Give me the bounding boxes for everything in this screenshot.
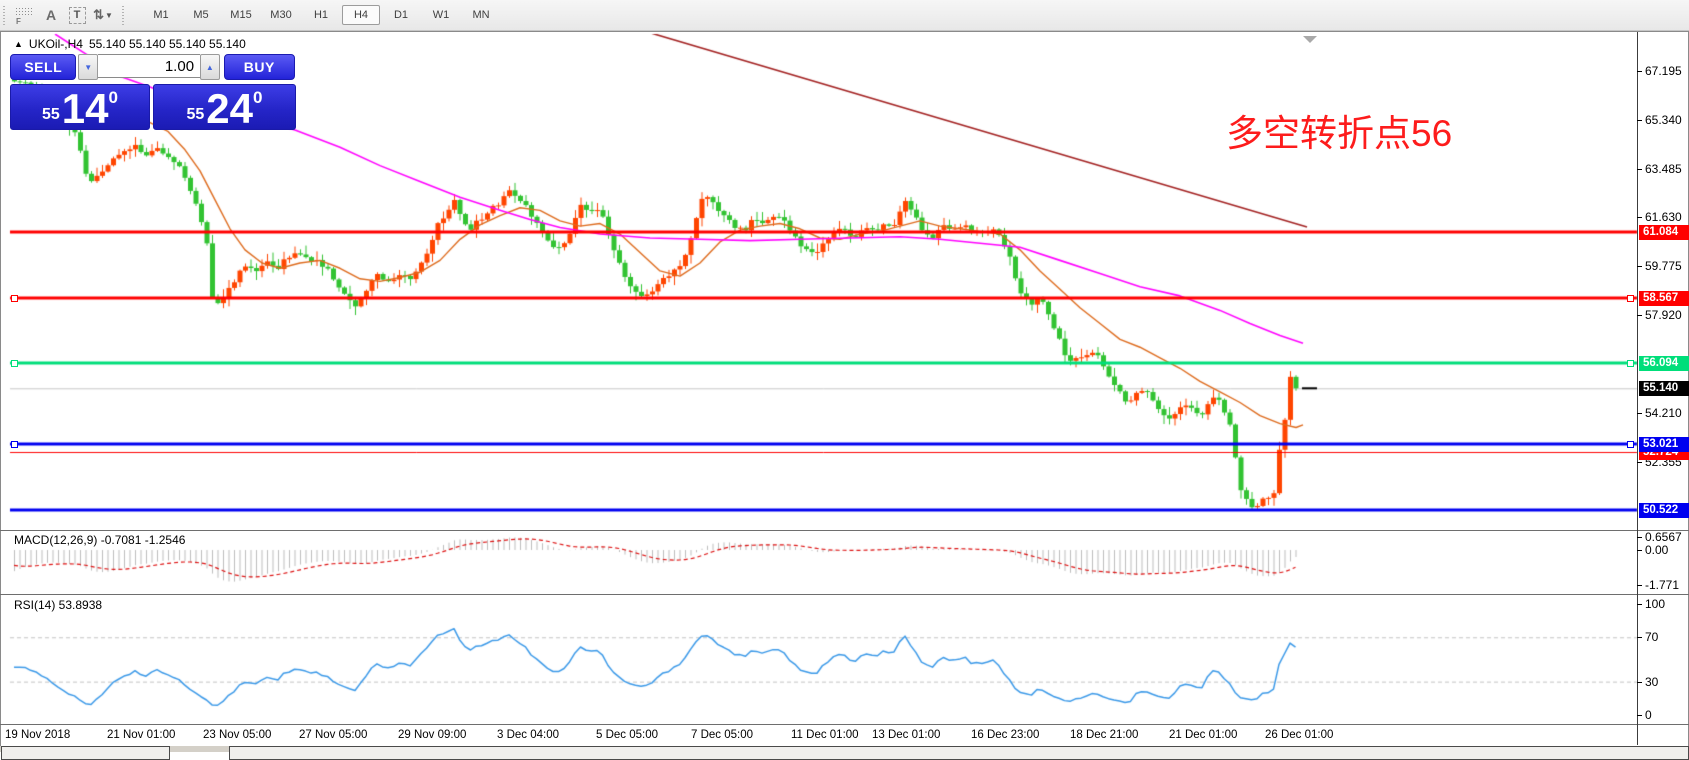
arrange-arrows-icon[interactable]: ⇅ ▼ [93,7,113,22]
panel-separator[interactable] [0,724,1689,725]
sell-price[interactable]: 55 14 0 [10,84,150,130]
bottom-tab-strip [0,746,1689,760]
time-label: 16 Dec 23:00 [971,729,1040,741]
annotation-text: 多空转折点56 [1226,113,1453,154]
macd-tick-label: 0.6567 [1645,530,1682,544]
macd-tick-label: 0.00 [1645,543,1669,557]
price-tick-label: 59.775 [1645,259,1682,273]
tf-button-M15[interactable]: M15 [230,9,252,21]
timeframe-toolbar: M1 M5 M15 M30 H1 H4 D1 W1 MN [141,5,501,25]
axis-tick-mark [1637,550,1642,551]
buy-price[interactable]: 55 24 0 [153,84,296,130]
price-tick-label: 54.210 [1645,406,1682,420]
axis-tick-mark [1637,585,1642,586]
symbol-name: UKOil-,H4 [28,37,83,51]
tf-button-H1[interactable]: H1 [313,9,329,21]
axis-tick-mark [1637,71,1642,72]
rsi-tick-label: 0 [1645,708,1652,722]
axis-tick-mark [1637,537,1642,538]
axis-tick-mark [1637,217,1642,218]
price-tick-label: 63.485 [1645,162,1682,176]
price-tick-label: 67.195 [1645,64,1682,78]
price-tick-label: 57.920 [1645,308,1682,322]
tf-button-H4[interactable]: H4 [342,5,380,25]
sell-button[interactable]: SELL [10,54,77,80]
toolbar: F A T ⇅ ▼ M1 M5 M15 M30 H1 H4 D1 W1 MN [0,0,1689,31]
current-price-badge: 55.140 [1639,380,1689,396]
time-label: 7 Dec 05:00 [691,729,754,741]
chart-title: ▲ UKOil-,H4 55.140 55.140 55.140 55.140 [14,37,246,51]
one-click-panel: SELL ▼ ▲ BUY 55 14 0 55 24 0 [10,54,296,130]
tf-button-M5[interactable]: M5 [193,9,209,21]
time-label: 29 Nov 09:00 [398,729,467,741]
line-handle-58.567[interactable] [1627,294,1634,302]
axis-tick-mark [1637,120,1642,121]
tf-button-MN[interactable]: MN [472,9,490,21]
time-label: 27 Nov 05:00 [299,729,368,741]
rsi-tick-label: 30 [1645,675,1659,689]
axis-tick-mark [1637,637,1642,638]
volume-input[interactable] [98,54,201,78]
fractal-grid-icon[interactable]: F [12,3,38,27]
symbol-collapse-icon[interactable]: ▲ [14,39,23,49]
bottom-tab[interactable] [229,746,1689,760]
buy-button[interactable]: BUY [223,54,295,80]
line-handle-58.567[interactable] [11,294,18,302]
price-tick-label: 65.340 [1645,113,1682,127]
axis-tick-mark [1637,169,1642,170]
line-handle-56.094[interactable] [1627,359,1634,367]
time-label: 23 Nov 05:00 [203,729,272,741]
macd-label: MACD(12,26,9) -0.7081 -1.2546 [14,533,186,547]
text-tool-icon[interactable]: T [64,3,90,27]
rsi-label: RSI(14) 53.8938 [14,598,103,612]
label-a-icon[interactable]: A [45,7,57,23]
level-badge-50.522: 50.522 [1639,502,1689,518]
chart-shift-marker[interactable] [1303,36,1317,43]
dropdown-caret-icon[interactable]: ▼ [104,10,113,20]
level-badge-61.084: 61.084 [1639,224,1689,240]
time-label: 21 Dec 01:00 [1169,729,1238,741]
time-label: 26 Dec 01:00 [1265,729,1334,741]
axis-tick-mark [1637,413,1642,414]
time-label: 3 Dec 04:00 [497,729,560,741]
axis-tick-mark [1637,266,1642,267]
panel-separator[interactable] [0,594,1689,595]
level-badge-56.094: 56.094 [1639,355,1689,371]
toolbar-grip[interactable] [3,5,8,25]
time-label: 21 Nov 01:00 [107,729,176,741]
axis-tick-mark [1637,715,1642,716]
line-handle-53.021[interactable] [1627,440,1634,448]
axis-tick-mark [1637,462,1642,463]
time-label: 11 Dec 01:00 [791,729,859,741]
panel-separator[interactable] [0,530,1689,531]
tf-button-W1[interactable]: W1 [432,9,450,21]
ohlc-quotes: 55.140 55.140 55.140 55.140 [88,37,246,51]
time-label: 18 Dec 21:00 [1070,729,1139,741]
axis-tick-mark [1637,682,1642,683]
level-badge-53.021: 53.021 [1639,436,1689,452]
axis-tick-mark [1637,604,1642,605]
tf-button-D1[interactable]: D1 [393,9,409,21]
tf-button-M1[interactable]: M1 [153,9,169,21]
line-handle-56.094[interactable] [11,359,18,367]
axis-tick-mark [1637,315,1642,316]
level-badge-58.567: 58.567 [1639,290,1689,306]
volume-decrease-button[interactable]: ▼ [78,54,99,80]
tf-button-M30[interactable]: M30 [270,9,292,21]
volume-increase-button[interactable]: ▲ [200,54,220,80]
time-label: 19 Nov 2018 [5,729,71,741]
toolbar-separator [122,5,127,25]
bottom-tab[interactable] [1,746,170,760]
rsi-tick-label: 100 [1645,597,1666,611]
price-axis-border [1637,32,1638,745]
line-handle-53.021[interactable] [11,440,18,448]
rsi-tick-label: 70 [1645,630,1659,644]
price-tick-label: 61.630 [1645,210,1682,224]
time-label: 5 Dec 05:00 [596,729,659,741]
time-label: 13 Dec 01:00 [872,729,941,741]
macd-tick-label: -1.771 [1645,578,1680,592]
